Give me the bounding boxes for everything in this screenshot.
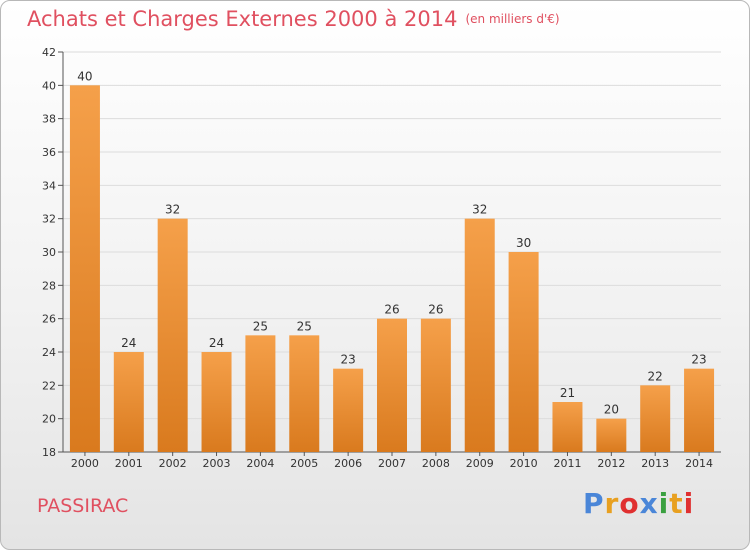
x-tick-label: 2005 <box>290 457 318 470</box>
brand-logo-letter: i <box>658 487 670 520</box>
y-tick-label: 34 <box>42 179 56 192</box>
bar <box>508 252 539 452</box>
bar <box>420 318 451 452</box>
y-tick-label: 42 <box>42 46 56 59</box>
bar-value-label: 24 <box>121 336 136 350</box>
town-name: PASSIRAC <box>37 495 129 517</box>
chart-unit: (en milliers d'€) <box>465 12 560 26</box>
x-tick-label: 2001 <box>115 457 143 470</box>
x-tick-label: 2014 <box>685 457 713 470</box>
y-tick-label: 38 <box>42 113 56 126</box>
bar <box>113 352 144 452</box>
x-tick-label: 2009 <box>466 457 494 470</box>
bar <box>684 368 715 452</box>
brand-logo: Proxiti <box>583 487 694 520</box>
x-tick-label: 2013 <box>641 457 669 470</box>
y-tick-label: 18 <box>42 446 56 459</box>
bar-value-label: 22 <box>648 369 663 383</box>
y-tick-label: 36 <box>42 146 56 159</box>
bar-value-label: 32 <box>472 203 487 217</box>
y-tick-label: 32 <box>42 213 56 226</box>
y-tick-label: 20 <box>42 413 56 426</box>
bar-value-label: 21 <box>560 386 575 400</box>
bar <box>596 418 627 452</box>
bar <box>377 318 407 452</box>
bar <box>640 385 671 452</box>
y-tick-label: 26 <box>42 313 56 326</box>
bar <box>289 335 320 452</box>
bar-value-label: 26 <box>428 303 443 317</box>
bar <box>69 85 100 452</box>
x-tick-label: 2003 <box>203 457 231 470</box>
y-tick-label: 40 <box>42 79 56 92</box>
bar <box>464 218 495 452</box>
x-tick-label: 2006 <box>334 457 362 470</box>
brand-logo-letter: r <box>604 487 620 520</box>
x-tick-label: 2008 <box>422 457 450 470</box>
brand-logo-letter: i <box>683 487 695 520</box>
y-tick-label: 22 <box>42 379 56 392</box>
bar <box>157 218 188 452</box>
x-tick-label: 2004 <box>246 457 274 470</box>
x-tick-label: 2011 <box>553 457 581 470</box>
x-tick-label: 2012 <box>597 457 625 470</box>
bar-value-label: 24 <box>209 336 224 350</box>
bar <box>333 368 364 452</box>
brand-logo-letter: P <box>583 487 605 520</box>
brand-logo-letter: x <box>639 487 659 520</box>
x-tick-label: 2010 <box>510 457 538 470</box>
x-tick-label: 2002 <box>159 457 187 470</box>
bar-value-label: 30 <box>516 236 531 250</box>
y-tick-label: 24 <box>42 346 56 359</box>
chart-title-text: Achats et Charges Externes 2000 à 2014 <box>27 7 458 31</box>
bar-value-label: 40 <box>77 69 92 83</box>
bar <box>245 335 276 452</box>
y-tick-label: 30 <box>42 246 56 259</box>
bar <box>201 352 232 452</box>
brand-logo-letter: o <box>619 487 640 520</box>
bar-value-label: 26 <box>384 303 399 317</box>
bar-value-label: 25 <box>253 319 268 333</box>
bar-value-label: 20 <box>604 403 619 417</box>
bar-value-label: 32 <box>165 203 180 217</box>
x-tick-label: 2000 <box>71 457 99 470</box>
bar-value-label: 23 <box>691 353 706 367</box>
bar-value-label: 25 <box>297 319 312 333</box>
brand-logo-letter: t <box>669 487 684 520</box>
y-tick-label: 28 <box>42 279 56 292</box>
bar-value-label: 23 <box>340 353 355 367</box>
chart-title: Achats et Charges Externes 2000 à 2014 (e… <box>27 7 560 31</box>
x-tick-label: 2007 <box>378 457 406 470</box>
bar <box>552 402 583 452</box>
